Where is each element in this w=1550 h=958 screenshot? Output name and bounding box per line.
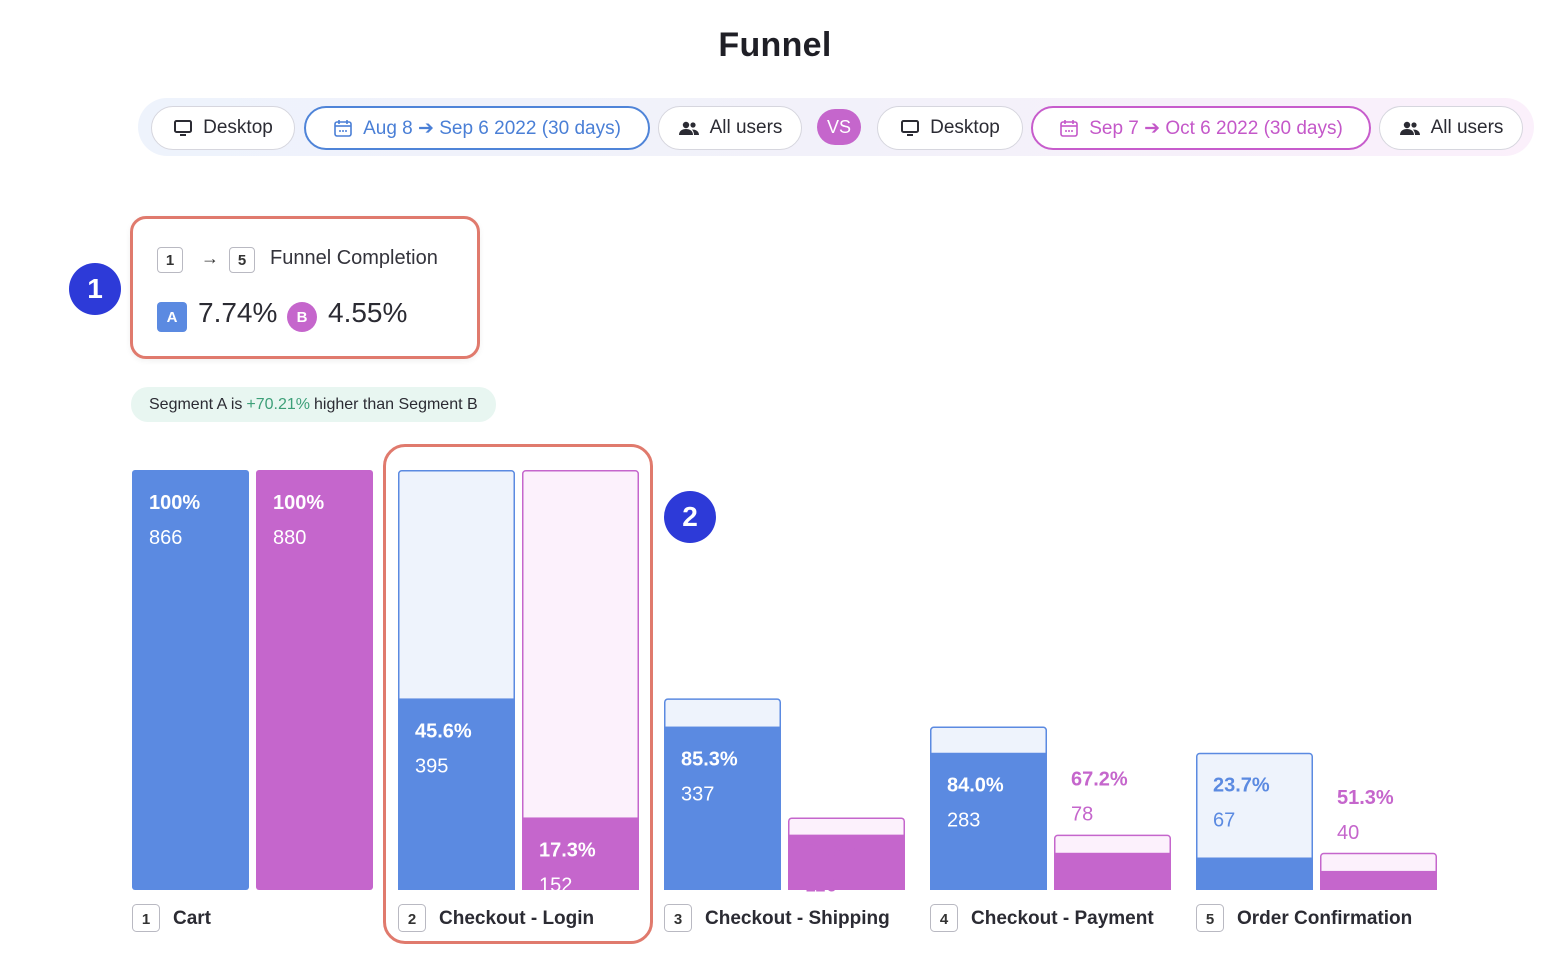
segment-b-date-label: Sep 7 ➔ Oct 6 2022 (30 days) xyxy=(1089,117,1343,139)
insight-prefix: Segment A is xyxy=(149,395,243,413)
count-label-b-step-3: 116 xyxy=(805,874,837,896)
insight-suffix: higher than Segment B xyxy=(314,395,478,413)
conversion-label-a-step-5: 23.7% xyxy=(1213,775,1270,797)
segment-b-badge: B xyxy=(287,302,317,332)
count-label-a-step-4: 283 xyxy=(947,810,980,832)
count-label-b-step-5: 40 xyxy=(1337,822,1359,844)
funnel-completion-card: 1 → 5 Funnel Completion A 7.74% B 4.55% xyxy=(130,216,480,359)
count-label-b-step-4: 78 xyxy=(1071,804,1093,826)
conversion-label-a-step-4: 84.0% xyxy=(947,775,1004,797)
segment-b-device-label: Desktop xyxy=(930,117,1000,138)
completion-to-step: 5 xyxy=(229,247,255,273)
conversion-label-b-step-2: 17.3% xyxy=(539,839,596,861)
segment-b-device-filter[interactable]: Desktop xyxy=(877,106,1023,150)
step-label-1: Cart xyxy=(173,908,212,929)
count-label-b-step-2: 152 xyxy=(539,874,572,896)
desktop-icon xyxy=(901,120,920,136)
conversion-label-a-step-3: 85.3% xyxy=(681,749,738,771)
segment-b-date-filter[interactable]: Sep 7 ➔ Oct 6 2022 (30 days) xyxy=(1031,106,1371,150)
conversion-label-b-step-5: 51.3% xyxy=(1337,787,1394,809)
conversion-label-b-step-1: 100% xyxy=(273,492,324,514)
step-number-3: 3 xyxy=(674,911,682,928)
segment-a-device-filter[interactable]: Desktop xyxy=(151,106,295,150)
bar-b-step-5 xyxy=(1320,870,1437,890)
segment-a-badge: A xyxy=(157,302,187,332)
step-number-box-4 xyxy=(930,904,958,932)
conversion-label-a-step-2: 45.6% xyxy=(415,720,472,742)
page-title: Funnel xyxy=(718,26,832,64)
vs-badge: VS xyxy=(817,109,861,145)
segment-a-date-label: Aug 8 ➔ Sep 6 2022 (30 days) xyxy=(363,117,621,139)
step-number-box-5 xyxy=(1196,904,1224,932)
segment-a-date-filter[interactable]: Aug 8 ➔ Sep 6 2022 (30 days) xyxy=(304,106,650,150)
completion-value-b: 4.55% xyxy=(328,297,408,328)
completion-value-a: 7.74% xyxy=(198,297,278,328)
bar-a-step-1 xyxy=(132,470,249,890)
annotation-marker-1: 1 xyxy=(69,263,121,315)
count-label-a-step-5: 67 xyxy=(1213,810,1235,832)
step-number-box-2 xyxy=(398,904,426,932)
count-label-a-step-2: 395 xyxy=(415,755,448,777)
step-label-4: Checkout - Payment xyxy=(971,908,1154,929)
step-number-box-3 xyxy=(664,904,692,932)
calendar-icon xyxy=(1060,120,1079,137)
step-number-1: 1 xyxy=(142,911,150,928)
segment-a-users-label: All users xyxy=(709,117,783,138)
users-icon xyxy=(1399,121,1420,135)
calendar-icon xyxy=(334,120,352,137)
step-number-box-1 xyxy=(132,904,160,932)
annotation-marker-2: 2 xyxy=(664,491,716,543)
segment-a-users-filter[interactable]: All users xyxy=(658,106,802,150)
conversion-label-a-step-1: 100% xyxy=(149,492,200,514)
bar-a-step-3 xyxy=(664,726,781,890)
bar-a-step-2 xyxy=(398,698,515,890)
completion-from-step: 1 xyxy=(157,247,183,273)
count-label-a-step-1: 866 xyxy=(149,527,182,549)
arrow-right-icon: → xyxy=(201,248,219,268)
step-number-4: 4 xyxy=(940,911,949,928)
count-label-b-step-1: 880 xyxy=(273,527,306,549)
desktop-icon xyxy=(174,120,193,136)
segment-b-users-label: All users xyxy=(1430,117,1504,138)
bar-b-step-2 xyxy=(522,817,639,890)
bar-b-step-4 xyxy=(1054,852,1171,890)
segment-a-device-label: Desktop xyxy=(203,117,273,138)
segment-b-users-filter[interactable]: All users xyxy=(1379,106,1523,150)
conversion-label-b-step-4: 67.2% xyxy=(1071,769,1128,791)
bar-b-step-1 xyxy=(256,470,373,890)
step-label-2: Checkout - Login xyxy=(439,908,594,929)
step-label-3: Checkout - Shipping xyxy=(705,908,890,929)
step-number-2: 2 xyxy=(408,911,416,928)
step-label-5: Order Confirmation xyxy=(1237,908,1412,929)
users-icon xyxy=(678,121,699,135)
step-number-5: 5 xyxy=(1206,911,1214,928)
count-label-a-step-3: 337 xyxy=(681,784,714,806)
bar-a-step-4 xyxy=(930,752,1047,890)
conversion-label-b-step-3: 76.3% xyxy=(805,839,862,861)
insight-highlight: +70.21% xyxy=(246,395,310,413)
bar-b-step-3 xyxy=(788,834,905,890)
completion-label: Funnel Completion xyxy=(270,247,438,269)
bar-a-step-5 xyxy=(1196,857,1313,890)
comparison-insight: Segment A is +70.21% higher than Segment… xyxy=(131,387,496,422)
